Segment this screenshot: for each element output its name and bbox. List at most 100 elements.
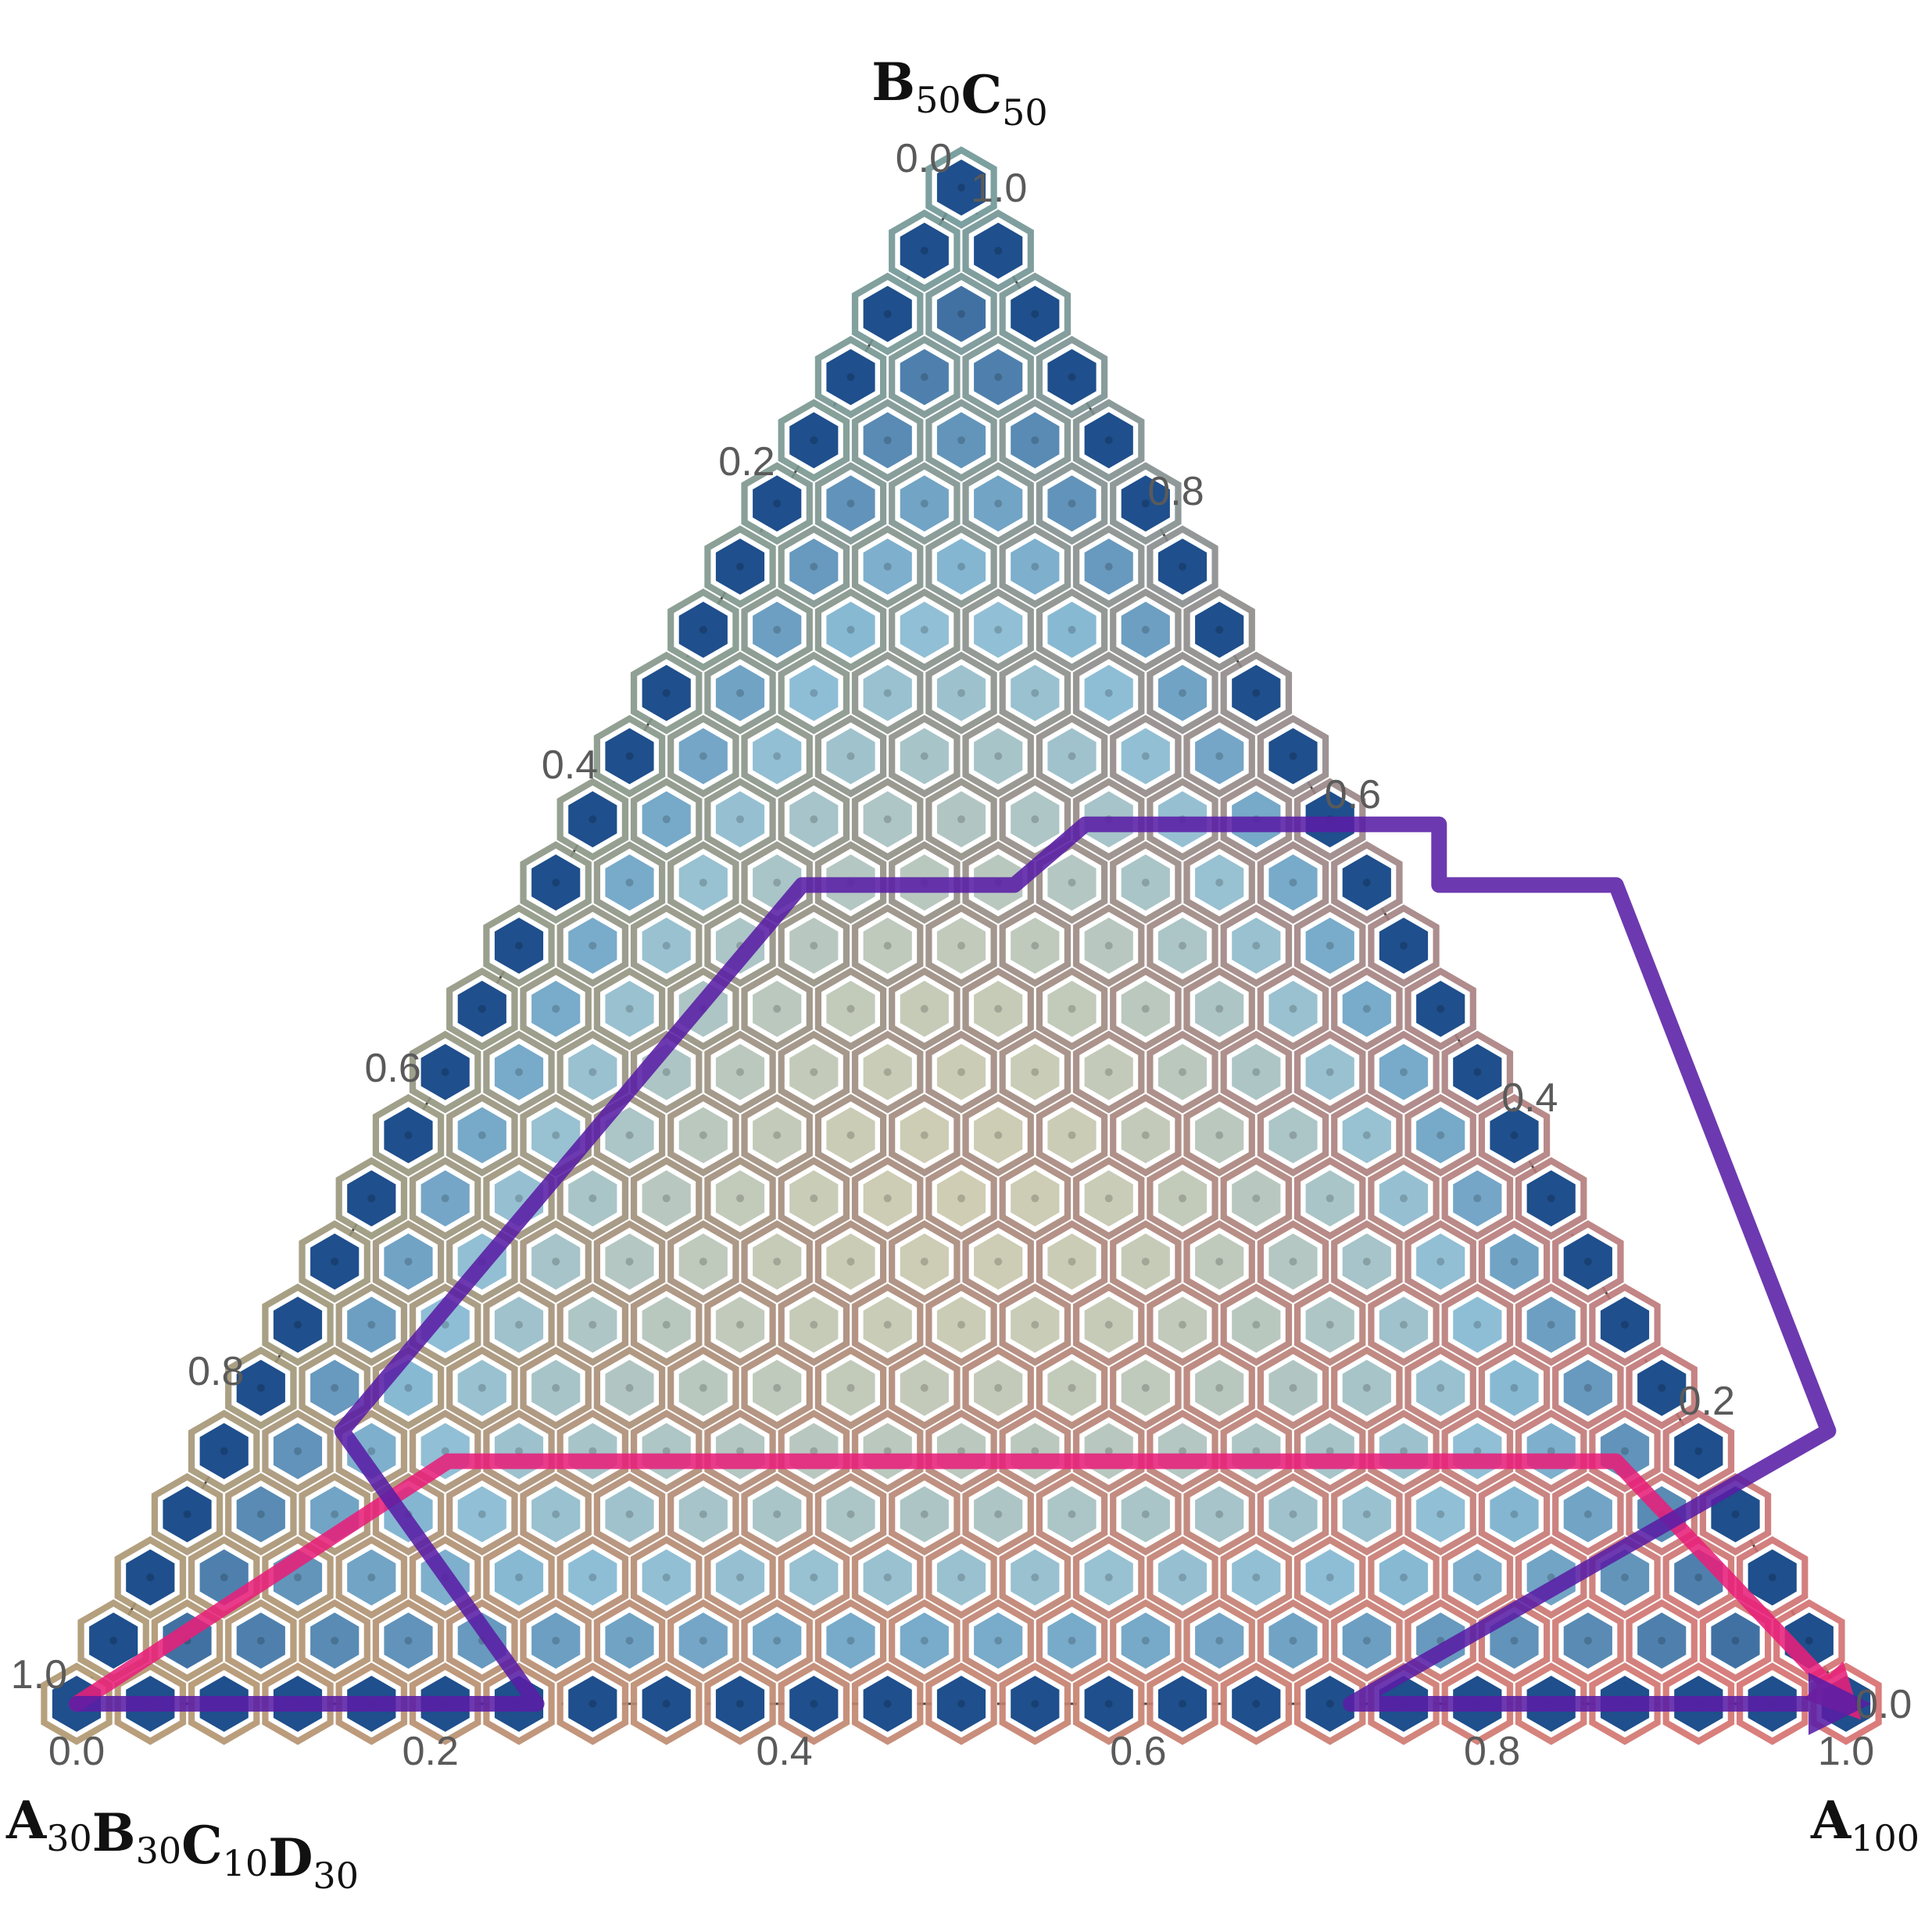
hex-cell [1257, 841, 1329, 924]
hex-center-dot [1289, 1637, 1297, 1645]
hex-center-dot [1141, 625, 1150, 634]
hex-core [1121, 1486, 1170, 1543]
hex-cell [962, 1347, 1034, 1429]
hex-center-dot [441, 1447, 449, 1455]
hex-center-dot [1621, 1447, 1629, 1455]
hex-core [1047, 1107, 1097, 1164]
hex-cell [1368, 1030, 1440, 1114]
hex-cell [704, 778, 776, 861]
hex-core [1416, 1486, 1465, 1543]
hex-center-dot [1768, 1573, 1776, 1582]
hex-center-dot [294, 1321, 302, 1329]
hex-center-dot [810, 1321, 818, 1329]
hex-core [347, 1297, 396, 1353]
hex-center-dot [957, 689, 965, 697]
hex-core [789, 538, 839, 595]
hex-center-dot [1289, 1510, 1297, 1519]
hex-center-dot [1436, 1131, 1445, 1140]
hex-center-dot [1731, 1637, 1740, 1645]
bottom-tick-label: 0.2 [402, 1729, 459, 1774]
hex-cell [1147, 525, 1218, 608]
hex-center-dot [810, 1194, 818, 1203]
hex-center-dot [1510, 1131, 1519, 1140]
hex-core [1342, 1233, 1391, 1290]
hex-core [936, 1043, 986, 1100]
hex-cell [889, 1093, 961, 1177]
hex-center-dot [883, 1700, 892, 1708]
hex-core [1490, 1107, 1539, 1164]
hex-cell [1110, 1220, 1182, 1303]
hex-cell [483, 1283, 555, 1366]
hex-cell [409, 1157, 481, 1240]
hex-center-dot [736, 815, 744, 824]
right-tick-label: 0.8 [1147, 469, 1204, 514]
hex-core [1563, 1359, 1612, 1416]
hex-cell [851, 272, 924, 356]
hex-core [753, 1233, 802, 1290]
hex-cell [1441, 1536, 1514, 1619]
hex-core [936, 1676, 986, 1732]
hex-core [974, 222, 1023, 279]
hex-cell [1257, 1347, 1329, 1429]
hex-core [531, 854, 581, 911]
hex-cell [299, 1472, 370, 1556]
hex-cell [409, 1283, 481, 1366]
hex-core [1379, 1043, 1429, 1100]
hex-center-dot [883, 1573, 892, 1582]
hex-cell [741, 1093, 813, 1177]
hex-cell [262, 1409, 334, 1493]
hex-cell [814, 589, 887, 671]
hex-center-dot [1510, 1258, 1519, 1266]
hex-cell [704, 1030, 776, 1114]
hex-core [789, 1043, 839, 1100]
hex-core [936, 1549, 986, 1606]
hex-cell [1036, 1220, 1108, 1303]
hex-core [1084, 1549, 1133, 1606]
hex-center-dot [1104, 942, 1113, 950]
hex-cell [1515, 1157, 1587, 1240]
hex-cell [1220, 904, 1293, 987]
hex-center-dot [1510, 1510, 1519, 1519]
hex-core [1232, 1549, 1281, 1606]
hex-core [568, 918, 617, 974]
hex-cell [851, 778, 924, 861]
hex-core [1047, 1612, 1097, 1669]
hex-core [1600, 1549, 1650, 1606]
hex-core [1121, 1233, 1170, 1290]
hex-cell [1293, 1030, 1366, 1114]
hex-core [605, 854, 654, 911]
hex-cell [1220, 1662, 1293, 1745]
hex-core [1084, 538, 1133, 595]
hex-core [1342, 1107, 1391, 1164]
hex-cell [889, 1599, 961, 1682]
hex-center-dot [736, 1700, 744, 1708]
hex-core [1121, 854, 1170, 911]
hex-cell [1183, 1347, 1255, 1429]
hex-center-dot [1731, 1510, 1740, 1519]
hex-center-dot [1621, 1573, 1629, 1582]
hex-center-dot [1104, 563, 1113, 571]
hex-center-dot [1400, 1321, 1408, 1329]
hex-cell [704, 525, 776, 608]
hex-cell [1441, 1283, 1514, 1366]
hex-core [236, 1359, 285, 1416]
hex-core [642, 1297, 691, 1353]
hex-core [1011, 1297, 1060, 1353]
hex-cell [999, 1283, 1072, 1366]
hex-center-dot [256, 1510, 265, 1519]
hex-center-dot [699, 752, 707, 760]
hex-core [974, 1233, 1023, 1290]
hex-core [678, 601, 728, 658]
hex-center-dot [331, 1637, 339, 1645]
hex-center-dot [699, 878, 707, 887]
hex-cell [630, 1157, 703, 1240]
hex-core [457, 1359, 506, 1416]
hex-core [531, 1612, 581, 1669]
hex-center-dot [589, 815, 597, 824]
hex-center-dot [957, 184, 965, 191]
hex-cell [1478, 1220, 1551, 1303]
hex-core [863, 1170, 912, 1227]
right-vertex-label: A100 [1810, 1790, 1919, 1859]
hex-cell [741, 1472, 813, 1556]
hex-cell [889, 335, 961, 419]
